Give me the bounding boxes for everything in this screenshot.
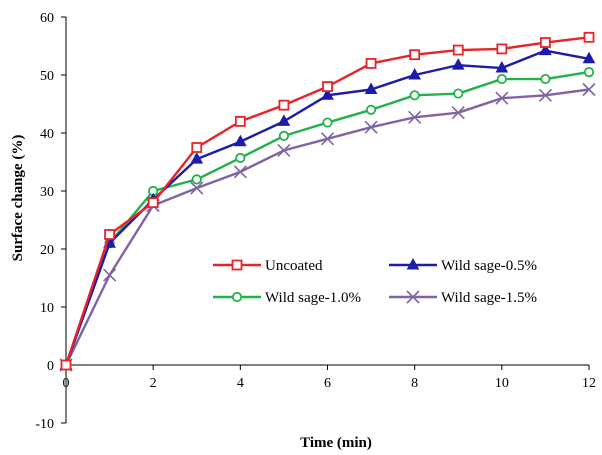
marker-stroke [582,82,596,97]
data-point [191,174,202,185]
data-point [278,99,290,111]
legend-item: Uncoated [213,258,323,274]
marker-stroke [233,165,247,179]
marker-stroke [406,290,420,304]
data-point [320,132,335,146]
data-point [233,134,247,147]
x-tick-label: 12 [582,376,596,391]
data-point [277,114,291,126]
data-point [190,152,204,164]
marker-stroke [408,110,422,124]
x-tick-label: 2 [150,376,157,391]
data-point [540,37,551,48]
y-tick-label: 0 [47,359,54,374]
marker-stroke [364,120,378,134]
data-point [409,49,421,61]
data-point [538,88,552,102]
data-point [278,130,290,141]
data-point [453,88,464,99]
marker-stroke [277,143,291,157]
data-point [409,90,420,101]
data-point [190,181,204,195]
data-point [451,106,465,120]
data-point [321,88,334,100]
data-point [496,73,507,85]
series-line [64,88,590,366]
data-point [365,104,377,115]
y-tick-label: 40 [40,127,54,142]
marker-stroke [538,88,552,102]
data-point [60,359,72,371]
axes [61,16,590,424]
data-point [233,165,247,179]
data-point [277,143,291,157]
data-point [583,31,595,43]
data-point [496,43,508,55]
data-point [539,43,552,56]
legend-item: Wild sage-1.5% [389,290,537,306]
series-layer [59,31,596,372]
data-point [452,44,464,56]
data-point [540,73,551,85]
x-tick-label: 8 [411,376,418,391]
legend: Uncoated Wild sage-0.5% Wild sage-1.0% Wild… [213,257,537,306]
data-point [322,81,333,92]
legend-label: Uncoated [265,258,323,274]
x-tick-label: 0 [63,376,70,391]
series-wild-sage-1-5 [59,82,596,372]
series-uncoated [60,31,595,371]
tick-labels: -10 0 10 20 30 40 50 60 0 2 4 6 8 10 12 [35,11,596,432]
legend-marker [406,290,420,304]
x-tick-label: 4 [237,376,244,391]
marker-stroke [190,181,204,195]
legend-item: Wild sage-1.0% [213,290,361,306]
data-point [408,110,422,124]
data-point [191,142,203,153]
marker-stroke [103,268,117,282]
x-tick-label: 10 [495,376,509,391]
y-tick-label: 60 [40,11,54,26]
data-point [408,67,422,80]
legend-marker [406,257,420,270]
legend-label: Wild sage-1.5% [441,290,537,306]
data-point [583,67,595,78]
data-point [582,82,596,97]
legend-label: Wild sage-1.0% [265,290,361,306]
legend-marker [231,259,243,271]
data-point [495,91,509,105]
data-point [364,120,378,134]
marker-stroke [451,106,465,120]
y-tick-label: -10 [35,417,54,432]
marker-stroke [495,91,509,105]
legend-item: Wild sage-0.5% [389,257,537,274]
data-point [235,152,246,164]
data-point [451,58,465,70]
y-tick-label: 20 [40,243,54,258]
data-point [103,268,117,282]
y-tick-label: 30 [40,185,54,200]
data-point [364,82,378,94]
data-point [104,229,115,240]
y-tick-label: 50 [40,69,54,84]
marker-stroke [320,132,335,146]
x-axis-title: Time (min) [300,435,372,451]
y-axis-title: Surface change (%) [10,135,26,262]
data-point [147,197,159,209]
data-point [495,61,509,73]
series-wild-sage-1-0 [60,67,595,371]
x-tick-label: 6 [324,376,331,391]
data-point [582,51,596,64]
legend-label: Wild sage-0.5% [441,258,537,274]
data-point [234,116,246,127]
data-point [322,117,333,128]
legend-marker [231,291,243,303]
data-point [365,58,377,69]
y-tick-label: 10 [40,301,54,316]
